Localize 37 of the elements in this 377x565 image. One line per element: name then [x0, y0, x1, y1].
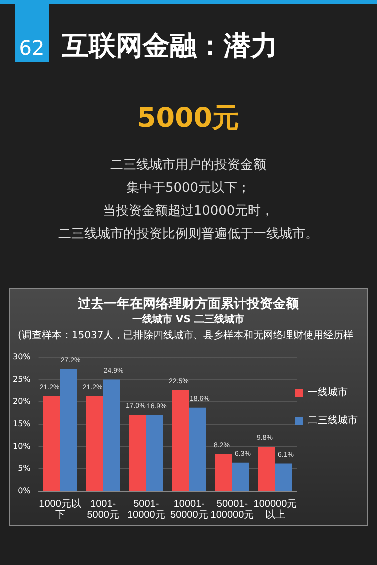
bar: [43, 396, 60, 491]
bar: [215, 454, 232, 491]
text: 二三线城市用户的投资金额: [110, 157, 268, 175]
y-tick-label: 30%: [13, 352, 32, 362]
text: 互联网金融：潜力: [62, 30, 278, 64]
x-tick-label: 5001-10000元: [127, 499, 166, 521]
bar: [258, 447, 276, 491]
bar: [146, 416, 164, 491]
x-tick-label: 10001-50000元: [170, 499, 208, 521]
y-tick-label: 20%: [13, 397, 32, 406]
y-tick-label: 25%: [13, 374, 32, 384]
y-tick-label: 0%: [18, 486, 32, 496]
chart-subtitle: 一线城市 VS 二三线城市: [132, 314, 244, 326]
text: 二三线城市的投资比例则普遍低于一线城市。: [58, 226, 320, 244]
bar: [172, 390, 190, 491]
bar: [86, 396, 104, 491]
chart-title: 过去一年在网络理财方面累计投资金额: [77, 296, 300, 312]
x-tick-label: 1000元以下: [39, 498, 82, 521]
bar: [232, 462, 250, 491]
text: 5000元: [136, 102, 241, 136]
text: 集中于5000元以下；: [125, 180, 252, 198]
y-tick-label: 5%: [18, 464, 32, 474]
x-tick-label: 50001-100000元: [210, 499, 254, 521]
bar: [275, 464, 292, 491]
x-tick-label: 1001-5000元: [87, 499, 120, 521]
y-tick-label: 10%: [13, 442, 32, 451]
legend-label: 二三线城市: [308, 414, 358, 426]
y-tick-label: 15%: [13, 420, 32, 428]
bar: [103, 380, 120, 491]
bar: [189, 408, 206, 491]
legend-label: 一线城市: [308, 386, 348, 398]
text: 当投资金额超过10000元时，: [102, 203, 276, 221]
text: 62: [15, 4, 49, 62]
text: (调查样本：15037人，已排除四线城市、县乡样本和无网络理财使用经历样: [18, 330, 354, 342]
bar: [129, 415, 146, 491]
bar: [60, 370, 78, 491]
x-tick-label: 100000元以上: [254, 499, 298, 521]
